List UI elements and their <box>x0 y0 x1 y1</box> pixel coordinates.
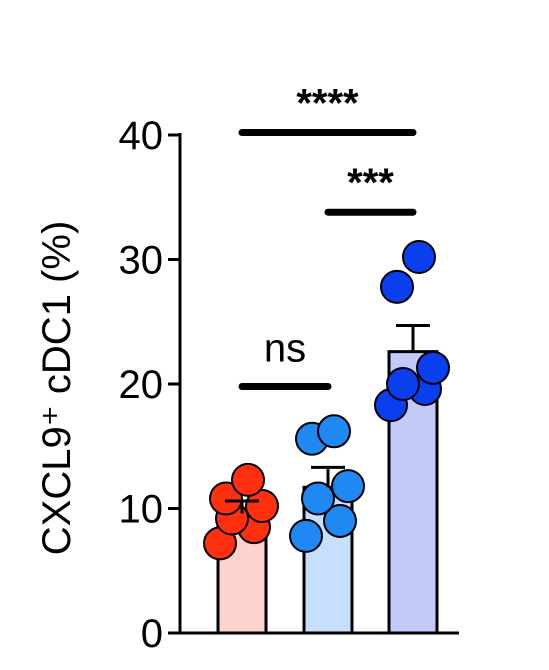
data-point <box>245 489 279 524</box>
data-point <box>289 518 323 553</box>
data-point <box>416 350 450 385</box>
data-point <box>402 240 436 275</box>
data-point <box>209 481 243 516</box>
significance-label: *** <box>347 161 394 205</box>
data-point <box>380 269 414 304</box>
y-tick-label: 40 <box>119 114 164 158</box>
data-point <box>323 503 357 538</box>
y-tick-label: 30 <box>119 239 164 283</box>
y-tick-label: 0 <box>141 612 163 656</box>
significance-label: ns <box>264 326 306 370</box>
data-point <box>301 481 335 516</box>
data-point <box>231 462 265 497</box>
y-axis-title: CXCL9⁺ cDC1 (%) <box>35 221 79 556</box>
data-point <box>331 469 365 504</box>
y-tick-label: 10 <box>119 488 164 532</box>
data-point <box>317 414 351 449</box>
significance-label: **** <box>296 82 359 126</box>
data-point <box>386 367 420 401</box>
y-tick-label: 20 <box>119 363 164 407</box>
